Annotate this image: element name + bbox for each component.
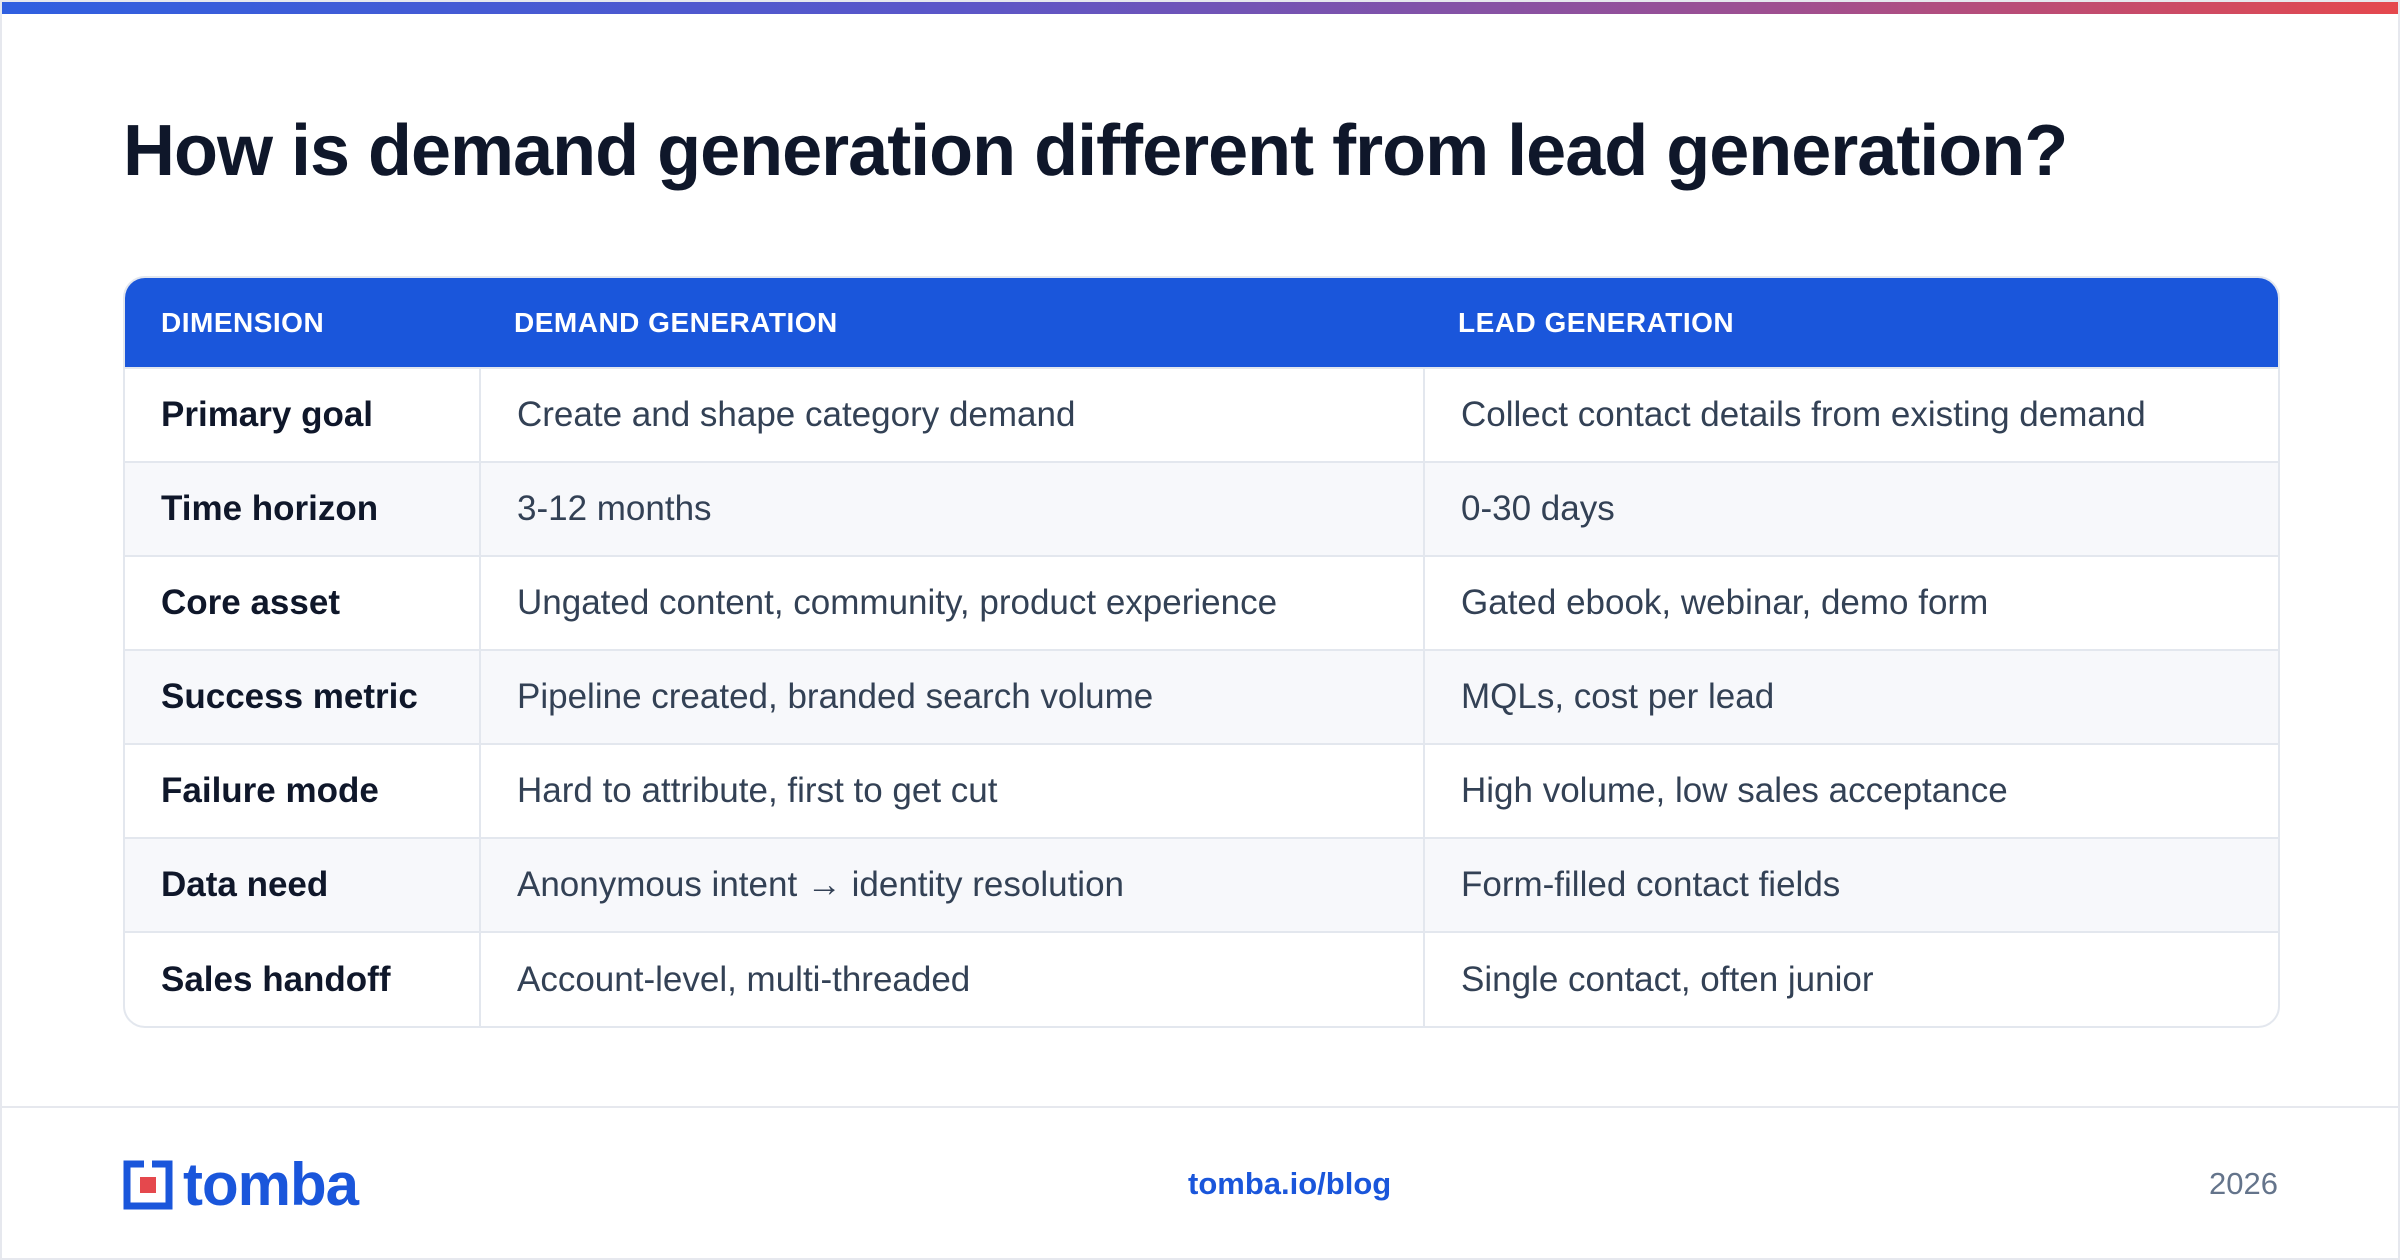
- row-demand-value: Pipeline created, branded search volume: [479, 649, 1424, 744]
- row-demand-value: 3-12 months: [479, 461, 1424, 556]
- row-demand-value: Ungated content, community, product expe…: [479, 555, 1424, 650]
- table-row: Sales handoff Account-level, multi-threa…: [125, 931, 2278, 1026]
- header-dimension: DIMENSION: [161, 306, 325, 338]
- row-dimension: Time horizon: [125, 461, 480, 556]
- tomba-logo-mark-icon: [123, 1160, 173, 1210]
- footer-divider: [2, 1106, 2398, 1108]
- row-demand-value: Hard to attribute, first to get cut: [479, 743, 1424, 838]
- tomba-logo[interactable]: tomba: [123, 1151, 359, 1218]
- row-dimension: Sales handoff: [125, 931, 480, 1026]
- table-row: Data need Anonymous intent → identity re…: [125, 837, 2278, 932]
- table-row: Primary goal Create and shape category d…: [125, 367, 2278, 462]
- row-dimension: Failure mode: [125, 743, 480, 838]
- page-title: How is demand generation different from …: [123, 111, 2068, 191]
- row-lead-value: MQLs, cost per lead: [1423, 649, 2278, 744]
- table-row: Success metric Pipeline created, branded…: [125, 649, 2278, 744]
- row-dimension: Primary goal: [125, 367, 480, 462]
- row-dimension: Core asset: [125, 555, 480, 650]
- table-row: Core asset Ungated content, community, p…: [125, 555, 2278, 650]
- footer-year: 2026: [2209, 1166, 2278, 1201]
- header-demand-generation: DEMAND GENERATION: [514, 306, 838, 338]
- logo-wordmark: tomba: [183, 1151, 359, 1218]
- comparison-table-card: DIMENSION DEMAND GENERATION LEAD GENERAT…: [123, 276, 2280, 1028]
- header-lead-generation: LEAD GENERATION: [1458, 306, 1735, 338]
- row-demand-value: Account-level, multi-threaded: [479, 931, 1424, 1026]
- row-lead-value: 0-30 days: [1423, 461, 2278, 556]
- table-header-row: DIMENSION DEMAND GENERATION LEAD GENERAT…: [125, 278, 2278, 368]
- gradient-top-bar: [2, 2, 2398, 14]
- row-demand-value: Anonymous intent → identity resolution: [479, 837, 1424, 932]
- row-lead-value: Single contact, often junior: [1423, 931, 2278, 1026]
- footer-blog-link[interactable]: tomba.io/blog: [1188, 1166, 1392, 1201]
- comparison-table: DIMENSION DEMAND GENERATION LEAD GENERAT…: [125, 278, 2278, 1026]
- row-dimension: Data need: [125, 837, 480, 932]
- table-row: Time horizon 3-12 months 0-30 days: [125, 461, 2278, 556]
- table-row: Failure mode Hard to attribute, first to…: [125, 743, 2278, 838]
- row-lead-value: Collect contact details from existing de…: [1423, 367, 2278, 462]
- row-lead-value: Gated ebook, webinar, demo form: [1423, 555, 2278, 650]
- row-demand-value: Create and shape category demand: [479, 367, 1424, 462]
- row-dimension: Success metric: [125, 649, 480, 744]
- row-lead-value: High volume, low sales acceptance: [1423, 743, 2278, 838]
- row-lead-value: Form-filled contact fields: [1423, 837, 2278, 932]
